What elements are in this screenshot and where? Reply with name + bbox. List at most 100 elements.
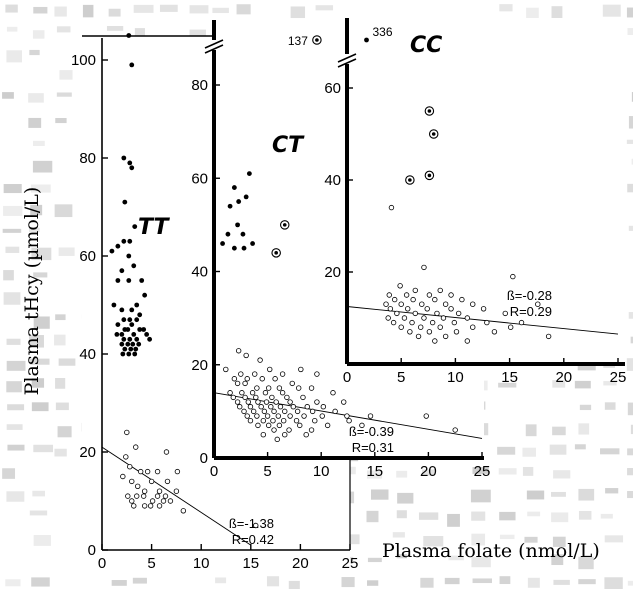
data-point-open (410, 296, 416, 303)
texture-mark (522, 447, 536, 457)
data-point-open (518, 319, 525, 326)
texture-mark (33, 316, 50, 329)
x-tick-label: 5 (147, 555, 155, 572)
texture-mark (31, 247, 52, 261)
texture-mark (30, 358, 50, 365)
texture-mark (552, 426, 566, 436)
data-point-open (234, 399, 241, 405)
data-point-open (448, 306, 454, 312)
texture-mark (32, 490, 45, 497)
texture-mark (422, 469, 435, 476)
data-point-open (432, 338, 438, 344)
texture-mark (5, 579, 21, 587)
texture-mark (266, 576, 280, 587)
texture-mark (526, 7, 539, 21)
data-point-open (332, 408, 338, 415)
data-point-open (437, 324, 443, 330)
data-point-open (235, 348, 242, 354)
data-point-open (409, 319, 415, 326)
texture-mark (6, 381, 22, 393)
data-point-open (437, 287, 443, 294)
texture-mark (498, 382, 517, 388)
data-point-open (324, 422, 331, 429)
data-point-open (491, 329, 498, 335)
texture-mark (627, 183, 633, 193)
data-point-open (419, 301, 425, 307)
data-point-open (125, 493, 131, 499)
x-tick-label: 15 (242, 555, 259, 572)
x-tick-label: 10 (193, 555, 210, 572)
data-point-ringed-center (282, 223, 287, 227)
data-point-filled (121, 336, 127, 342)
data-point-open (260, 431, 267, 438)
texture-mark (33, 535, 51, 546)
data-point-filled (119, 332, 125, 337)
data-point-filled (231, 245, 237, 251)
data-point-open (397, 283, 403, 289)
data-point-open (289, 380, 295, 387)
data-point-open (394, 310, 400, 317)
data-point-open (247, 418, 254, 424)
texture-mark (288, 580, 300, 589)
data-point-filled (235, 222, 240, 228)
texture-mark (2, 92, 14, 99)
y-tick-label: 60 (79, 248, 96, 265)
texture-mark (315, 5, 334, 11)
data-point-open (451, 319, 458, 326)
texture-mark (111, 580, 127, 586)
x-tick-label: 20 (292, 555, 309, 572)
data-point-filled (240, 231, 246, 237)
data-point-open (319, 413, 325, 419)
texture-mark (578, 423, 590, 435)
data-point-open (314, 399, 320, 405)
outlier-point-center (315, 38, 319, 42)
data-point-open (239, 390, 245, 396)
data-point-open (268, 404, 274, 410)
texture-mark (526, 490, 545, 500)
data-point-filled (227, 203, 233, 209)
data-point-open (309, 408, 316, 415)
data-point-open (367, 413, 374, 419)
texture-mark (30, 184, 51, 193)
y-tick-label: 40 (191, 264, 208, 281)
data-point-open (141, 503, 148, 509)
texture-mark (499, 576, 511, 585)
texture-mark (6, 338, 21, 345)
texture-mark (343, 534, 360, 545)
data-point-open (271, 427, 277, 433)
data-point-open (330, 390, 336, 396)
texture-mark (28, 93, 44, 103)
data-point-open (464, 315, 471, 321)
texture-mark (132, 577, 147, 584)
data-point-open (421, 315, 427, 321)
texture-mark (604, 402, 616, 410)
data-point-filled (132, 224, 138, 230)
data-point-open (167, 498, 174, 504)
data-point-open (164, 478, 171, 485)
y-tick-label: 60 (324, 80, 341, 97)
data-point-open (300, 394, 306, 401)
data-point-filled (115, 243, 121, 249)
texture-mark (470, 489, 491, 503)
data-point-open (346, 418, 352, 424)
panel-label: TT (138, 215, 171, 240)
texture-mark (3, 292, 21, 305)
texture-mark (631, 92, 633, 102)
data-point-open (258, 404, 264, 410)
data-point-open (440, 315, 447, 321)
regression-line (101, 446, 252, 546)
data-point-open (398, 301, 404, 307)
texture-mark (628, 225, 633, 231)
texture-mark (212, 7, 229, 14)
y-tick-label: 40 (324, 172, 341, 189)
texture-mark (32, 30, 45, 39)
data-point-open (470, 324, 476, 330)
data-point-open (261, 408, 268, 415)
data-point-filled (127, 160, 133, 166)
x-tick-label: 25 (610, 369, 627, 386)
data-point-open (148, 478, 155, 485)
texture-mark (28, 117, 42, 128)
data-point-open (308, 385, 315, 391)
texture-mark (189, 5, 209, 14)
data-point-filled (137, 312, 143, 318)
